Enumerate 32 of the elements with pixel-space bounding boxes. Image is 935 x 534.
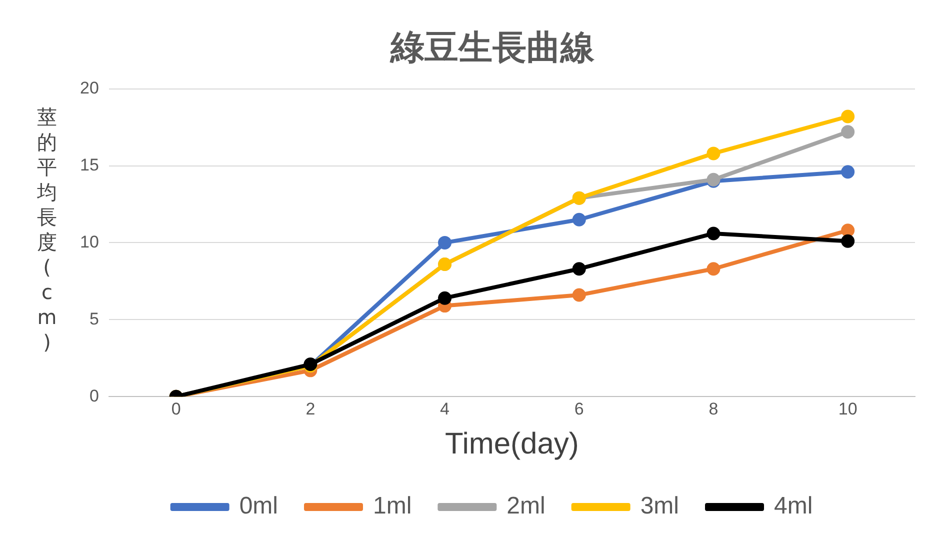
x-tick-label: 2 <box>306 399 316 418</box>
point <box>572 288 586 302</box>
y-tick-label: 0 <box>89 386 99 406</box>
point <box>706 146 720 160</box>
x-tick-label: 10 <box>838 399 858 418</box>
x-tick-label: 8 <box>708 399 718 418</box>
point <box>438 236 452 250</box>
y-tick-label: 15 <box>80 155 99 174</box>
y-tick-label: 5 <box>89 309 99 328</box>
legend-label: 0ml <box>239 492 278 520</box>
legend-label: 2ml <box>506 492 546 520</box>
point <box>706 262 720 276</box>
legend-label: 3ml <box>640 492 680 520</box>
x-tick-label: 4 <box>440 399 450 418</box>
point <box>841 110 855 124</box>
point <box>841 224 855 238</box>
point <box>706 226 720 240</box>
point <box>841 125 855 139</box>
text: 莖的平均長度(cm) <box>37 105 57 354</box>
x-tick-label: 6 <box>574 399 584 418</box>
legend-label: 4ml <box>774 492 813 520</box>
y-tick-label: 20 <box>80 78 99 98</box>
point <box>438 291 452 305</box>
chart-title: 綠豆生長曲線 <box>390 28 596 68</box>
legend-label: 1ml <box>372 492 412 520</box>
point <box>841 234 855 248</box>
y-tick-label: 10 <box>80 232 99 252</box>
point <box>572 212 586 226</box>
point <box>572 262 586 276</box>
point <box>841 165 855 179</box>
x-axis-title: Time(day) <box>445 427 579 460</box>
x-tick-label: 0 <box>171 399 181 418</box>
